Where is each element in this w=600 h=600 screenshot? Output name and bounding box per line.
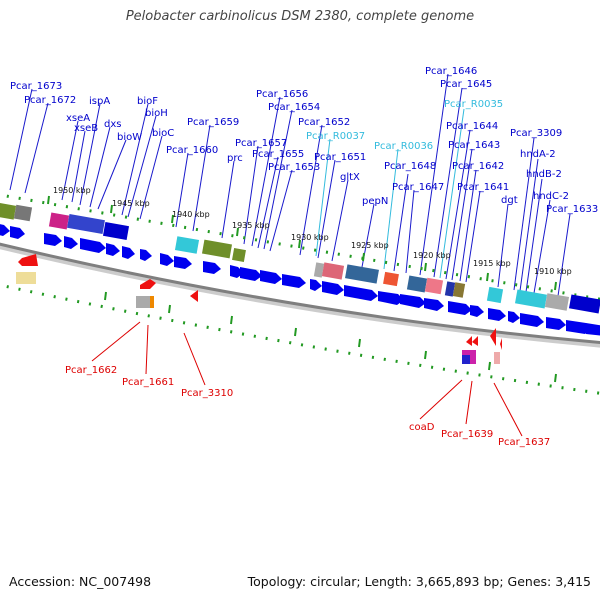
rna-leader-lines [315, 108, 465, 279]
scale-label: 1910 kbp [534, 267, 572, 276]
scale-label: 1935 kbp [232, 221, 270, 230]
gene-label[interactable]: xseB [74, 123, 98, 134]
scale-label: 1915 kbp [473, 259, 511, 268]
forward-feature-blocks [0, 202, 600, 314]
reverse-gene-label[interactable]: Pcar_1661 [122, 377, 174, 388]
reverse-features [16, 254, 502, 364]
gene-label[interactable]: dgt [501, 195, 518, 206]
gene-label[interactable]: hndC-2 [533, 191, 569, 202]
gene-label[interactable]: Pcar_3309 [510, 128, 562, 139]
gene-label[interactable]: xseA [66, 113, 90, 124]
gene-label[interactable]: dxs [104, 119, 121, 130]
gene-label[interactable]: Pcar_1653 [268, 162, 320, 173]
rna-label[interactable]: Pcar_R0037 [306, 131, 365, 142]
gene-label[interactable]: Pcar_1660 [166, 145, 218, 156]
gene-label[interactable]: bioF [137, 96, 158, 107]
reverse-gene-label[interactable]: Pcar_1662 [65, 365, 117, 376]
scale-label: 1940 kbp [172, 210, 210, 219]
reverse-leader-lines [91, 321, 523, 437]
scale-label: 1930 kbp [291, 233, 329, 242]
reverse-scale-track [0, 283, 600, 395]
map-title: Pelobacter carbinolicus DSM 2380, comple… [125, 9, 475, 24]
gene-label[interactable]: Pcar_1654 [268, 102, 320, 113]
gene-label[interactable]: Pcar_1673 [10, 81, 62, 92]
gene-label[interactable]: Pcar_1672 [24, 95, 76, 106]
gene-label[interactable]: Pcar_1656 [256, 89, 308, 100]
rna-label[interactable]: Pcar_R0035 [444, 99, 503, 110]
genome-backbone [0, 242, 600, 345]
gene-label[interactable]: Pcar_1644 [446, 121, 498, 132]
gene-label[interactable]: prc [227, 153, 243, 164]
gene-label[interactable]: Pcar_1648 [384, 161, 436, 172]
accession-text: Accession: NC_007498 [9, 574, 152, 589]
gene-label[interactable]: bioC [152, 128, 174, 139]
forward-labels: Pcar_1673 Pcar_1672 ispA xseA xseB dxs b… [10, 66, 598, 215]
gene-label[interactable]: Pcar_1652 [298, 117, 350, 128]
reverse-gene-label[interactable]: Pcar_1639 [441, 429, 493, 440]
scale-labels: 1950 kbp 1945 kbp 1940 kbp 1935 kbp 1930… [53, 186, 572, 276]
gene-label[interactable]: Pcar_1646 [425, 66, 477, 77]
gene-label[interactable]: Pcar_1633 [546, 204, 598, 215]
gene-label[interactable]: hndB-2 [526, 169, 562, 180]
forward-gene-arrows [0, 224, 600, 336]
gene-label[interactable]: bioH [145, 108, 168, 119]
scale-label: 1925 kbp [351, 241, 389, 250]
scale-label: 1945 kbp [112, 199, 150, 208]
genome-summary-text: Topology: circular; Length: 3,665,893 bp… [247, 574, 591, 589]
gene-label[interactable]: Pcar_1642 [452, 161, 504, 172]
gene-label[interactable]: Pcar_1659 [187, 117, 239, 128]
reverse-labels: Pcar_1662 Pcar_1661 Pcar_3310 coaD Pcar_… [65, 365, 550, 448]
reverse-gene-label[interactable]: Pcar_1637 [498, 437, 550, 448]
gene-label[interactable]: hndA-2 [520, 149, 556, 160]
gene-label[interactable]: gltX [340, 172, 360, 183]
gene-label[interactable]: Pcar_1651 [314, 152, 366, 163]
gene-label[interactable]: Pcar_1645 [440, 79, 492, 90]
gene-label[interactable]: Pcar_1643 [448, 140, 500, 151]
gene-label[interactable]: ispA [89, 96, 110, 107]
genome-backbone-shadow [0, 243, 600, 348]
scale-major-ticks [47, 195, 557, 383]
gene-label[interactable]: Pcar_1647 [392, 182, 444, 193]
gene-label[interactable]: Pcar_1657 [235, 138, 287, 149]
scale-label: 1920 kbp [413, 251, 451, 260]
gene-label[interactable]: bioW [117, 132, 142, 143]
forward-leader-lines [9, 73, 571, 297]
gene-label[interactable]: Pcar_1641 [457, 182, 509, 193]
rna-label[interactable]: Pcar_R0036 [374, 141, 433, 152]
scale-label: 1950 kbp [53, 186, 91, 195]
reverse-gene-label[interactable]: Pcar_3310 [181, 388, 233, 399]
gene-label[interactable]: pepN [362, 196, 388, 207]
gene-label[interactable]: Pcar_1655 [252, 149, 304, 160]
reverse-gene-label[interactable]: coaD [409, 422, 435, 433]
